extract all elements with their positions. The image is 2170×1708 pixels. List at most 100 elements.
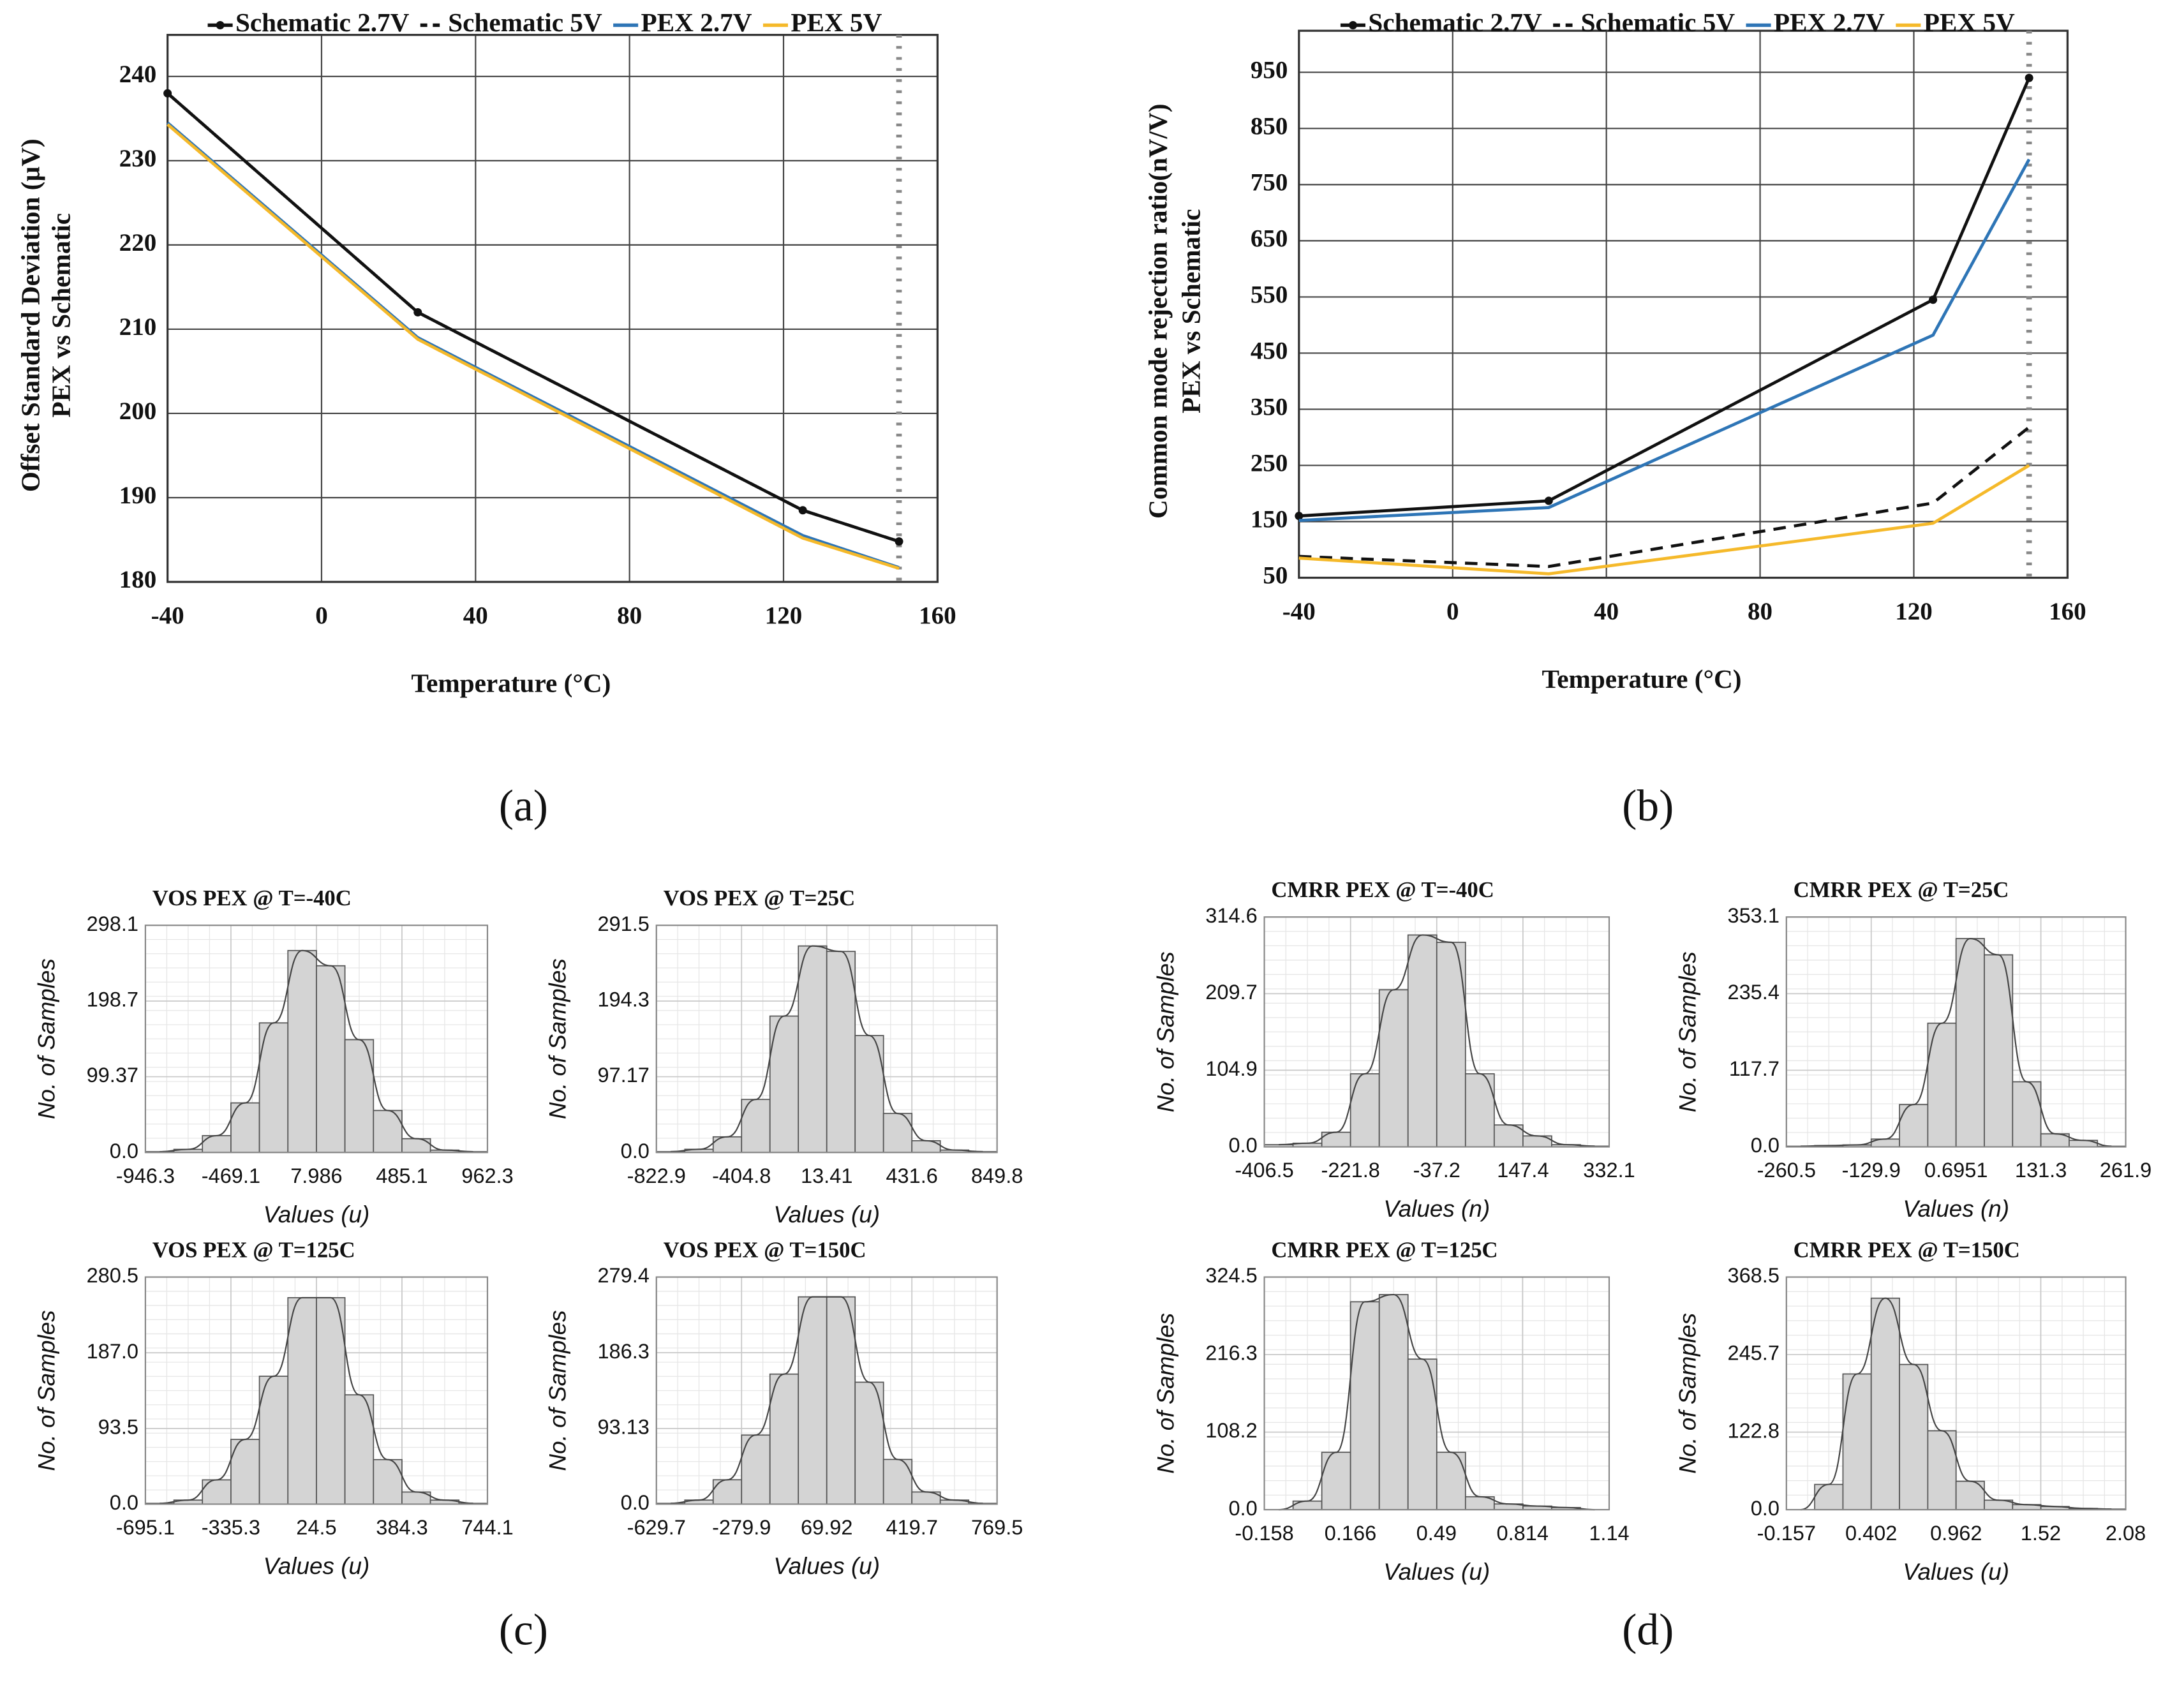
- x-axis-label: Values (n): [1383, 1196, 1490, 1222]
- chart-title: CMRR PEX @ T=150C: [1794, 1237, 2020, 1262]
- bar: [1927, 1022, 1957, 1148]
- x-tick-label: -0.158: [1235, 1522, 1293, 1545]
- y-tick-label: 240: [119, 61, 157, 88]
- y-tick-label: 180: [119, 566, 157, 593]
- chart-title: VOS PEX @ T=150C: [664, 1237, 866, 1262]
- line-chart: 180 190 200 210 220 230 240 -40 0 40 80 120 160 Tempe…: [16, 8, 956, 698]
- y-tick-label: 0.0: [1228, 1134, 1257, 1157]
- y-tick-label: 450: [1251, 337, 1288, 364]
- y-tick-label: 245.7: [1727, 1342, 1779, 1365]
- plot-frame: [655, 925, 998, 1154]
- bar: [1842, 1373, 1872, 1511]
- y-tick-label: 97.17: [597, 1064, 649, 1087]
- x-tick-label: 13.41: [801, 1164, 852, 1187]
- x-tick-label: 744.1: [461, 1516, 513, 1539]
- y-axis-label: No. of Samples: [545, 1310, 571, 1471]
- x-tick-label: 0.814: [1497, 1522, 1549, 1545]
- histogram: 0.0 97.17 194.3 291.5 -822.9 -404.8 13.41 431.6…: [545, 886, 1023, 1228]
- fit-curve: [1279, 1293, 1595, 1511]
- x-tick-label: 769.5: [971, 1516, 1023, 1539]
- x-tick-label: -469.1: [202, 1164, 260, 1187]
- chart-title: VOS PEX @ T=-40C: [152, 886, 352, 910]
- plot-frame: [1263, 916, 1610, 1148]
- legend-label: PEX 5V: [1924, 8, 2015, 37]
- y-tick-label: 250: [1251, 449, 1288, 477]
- series-marker: [1929, 295, 1938, 304]
- x-tick-label: -946.3: [116, 1164, 175, 1187]
- x-tick-label: 0.166: [1325, 1522, 1376, 1545]
- legend-label: Schematic 5V: [1581, 8, 1735, 37]
- x-tick-label: 80: [617, 602, 642, 629]
- y-tick-label: 0.0: [1228, 1497, 1257, 1520]
- x-tick-label: -822.9: [627, 1164, 686, 1187]
- legend-label: Schematic 2.7V: [235, 8, 410, 37]
- y-tick-label: 117.7: [1729, 1057, 1780, 1080]
- y-tick-label: 750: [1251, 168, 1288, 196]
- bar: [344, 1394, 375, 1505]
- x-tick-label: 120: [765, 602, 803, 629]
- y-tick-label: 0.0: [1751, 1497, 1780, 1520]
- y-tick-label: 150: [1251, 505, 1288, 533]
- y-tick-label: 209.7: [1205, 981, 1257, 1004]
- x-tick-label: -37.2: [1413, 1159, 1460, 1182]
- y-tick-label: 280.5: [87, 1264, 138, 1287]
- x-tick-label: -40: [1282, 598, 1316, 625]
- x-tick-label: -129.9: [1842, 1159, 1901, 1182]
- y-tick-label: 194.3: [597, 988, 649, 1011]
- y-tick-label: 0.0: [110, 1491, 138, 1514]
- x-tick-label: 962.3: [461, 1164, 513, 1187]
- y-axis-label: No. of Samples: [34, 958, 60, 1119]
- y-tick-label: 368.5: [1727, 1264, 1779, 1287]
- x-axis-label: Values (n): [1903, 1196, 2009, 1222]
- x-axis-label: Values (u): [773, 1201, 880, 1228]
- x-axis-label: Temperature (°C): [1542, 664, 1742, 694]
- chart-title: CMRR PEX @ T=-40C: [1271, 877, 1494, 902]
- y-tick-label: 0.0: [1751, 1134, 1780, 1157]
- fit-curve: [671, 1296, 983, 1504]
- y-tick-label: 198.7: [87, 988, 138, 1011]
- panel-label: (a): [499, 782, 548, 831]
- y-tick-label: 298.1: [87, 912, 138, 935]
- bar: [826, 951, 856, 1154]
- x-tick-label: 0.49: [1416, 1522, 1457, 1545]
- x-tick-label: 2.08: [2106, 1522, 2146, 1545]
- y-axis-label: No. of Samples: [1152, 1313, 1178, 1474]
- x-tick-label: -335.3: [202, 1516, 260, 1539]
- bar: [1407, 934, 1438, 1148]
- bar: [287, 1297, 317, 1505]
- y-tick-label: 0.0: [621, 1491, 650, 1514]
- x-tick-label: 485.1: [376, 1164, 427, 1187]
- y-axis-label: Common mode rejection ratio(nV/V): [1143, 103, 1173, 519]
- y-tick-label: 190: [119, 482, 157, 509]
- x-tick-label: 0.6951: [1924, 1159, 1988, 1182]
- chart-title: CMRR PEX @ T=25C: [1794, 877, 2009, 902]
- y-tick-label: 93.13: [597, 1415, 649, 1438]
- y-tick-label: 235.4: [1727, 981, 1779, 1004]
- y-tick-label: 200: [119, 397, 157, 425]
- bar: [1378, 1294, 1409, 1511]
- bar: [287, 949, 317, 1154]
- x-tick-label: -404.8: [712, 1164, 771, 1187]
- x-tick-label: 0: [315, 602, 328, 629]
- x-tick-label: 24.5: [296, 1516, 336, 1539]
- panel-label: (d): [1622, 1605, 1674, 1654]
- y-tick-label: 650: [1251, 225, 1288, 252]
- legend-label: Schematic 5V: [448, 8, 602, 37]
- chart-title: VOS PEX @ T=25C: [664, 886, 856, 910]
- x-tick-label: 849.8: [971, 1164, 1023, 1187]
- y-tick-label: 314.6: [1205, 904, 1257, 927]
- x-tick-label: 120: [1895, 598, 1933, 625]
- x-tick-label: 147.4: [1497, 1159, 1549, 1182]
- plot-frame: [655, 1276, 998, 1505]
- line-chart: 50 150 250 350 450 550 650 750 850 950 -40 0 40 80 120…: [1143, 8, 2086, 694]
- x-tick-label: -279.9: [712, 1516, 771, 1539]
- bar: [1870, 1297, 1900, 1511]
- series-marker: [1544, 496, 1553, 505]
- histogram: 0.0 93.13 186.3 279.4 -629.7 -279.9 69.92 419.7…: [545, 1237, 1023, 1579]
- x-tick-label: 40: [1594, 598, 1619, 625]
- y-tick-label: 230: [119, 145, 157, 172]
- panel-label: (c): [499, 1605, 548, 1654]
- plot-frame: [144, 1276, 489, 1505]
- y-axis-label: No. of Samples: [1675, 951, 1701, 1112]
